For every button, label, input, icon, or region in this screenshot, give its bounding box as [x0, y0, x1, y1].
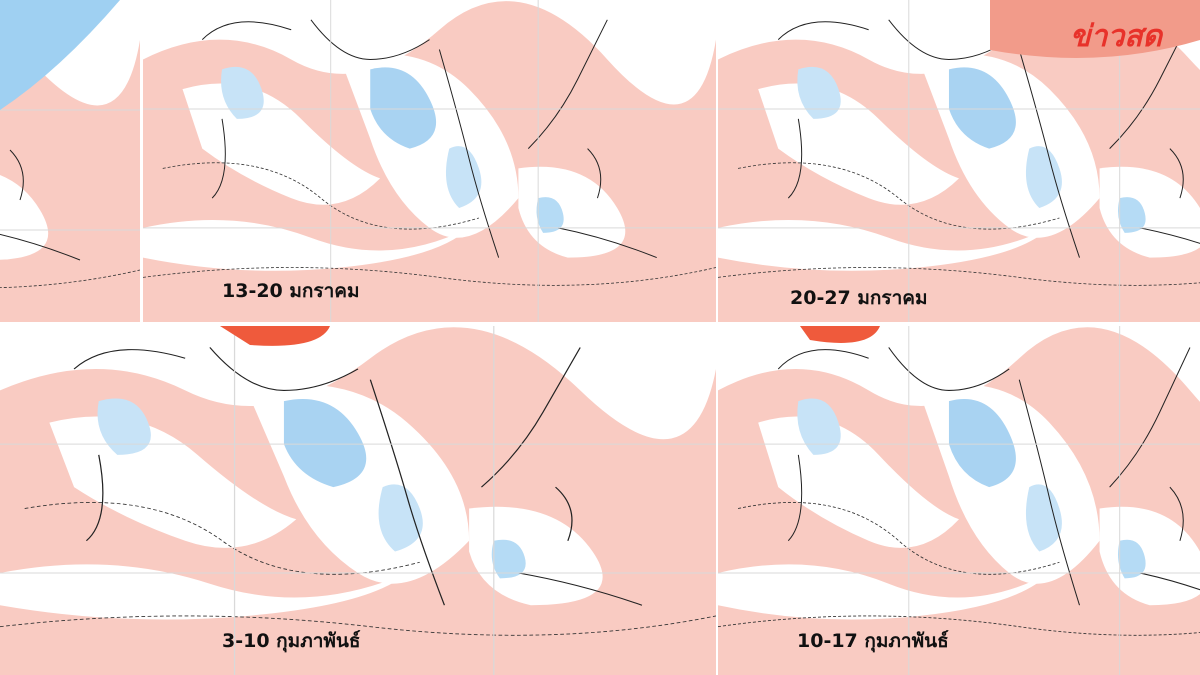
- warm-anomaly: [800, 326, 880, 343]
- panel-label: 3-10 กุมภาพันธ์: [222, 630, 361, 653]
- map-panel: [0, 326, 716, 675]
- panel-label: 13-20 มกราคม: [222, 280, 360, 302]
- left-strip: [0, 0, 140, 322]
- warm-anomaly: [990, 0, 1200, 58]
- logo: ข่าวสด: [1070, 19, 1164, 54]
- map-panel: [718, 326, 1200, 675]
- map-panel: [143, 0, 716, 322]
- panel-label: 20-27 มกราคม: [790, 287, 928, 309]
- warm-anomaly: [220, 326, 330, 346]
- panel-label: 10-17 กุมภาพันธ์: [797, 630, 949, 653]
